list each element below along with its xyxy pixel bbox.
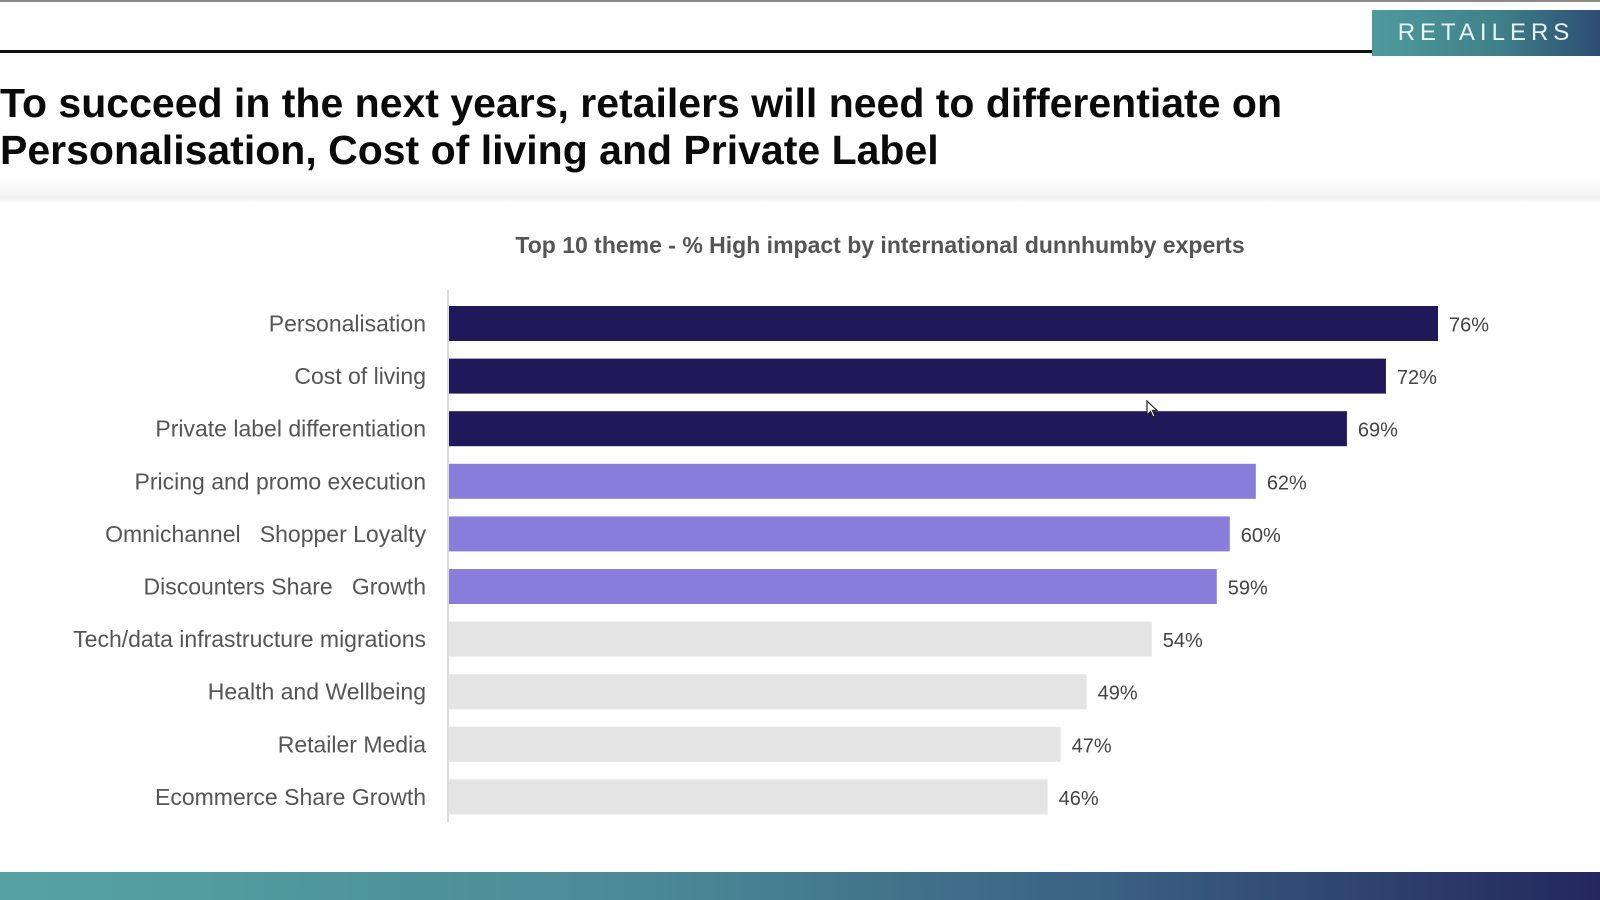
- data-label: 47%: [1072, 735, 1112, 757]
- category-label: Health and Wellbeing: [208, 679, 426, 705]
- bar-chart: Personalisation 76% Cost of living 72% Priva…: [73, 290, 1489, 822]
- category-label: Omnichannel Shopper Loyalty: [105, 521, 426, 547]
- bar: [449, 674, 1087, 710]
- data-label: 49%: [1098, 683, 1138, 705]
- bar: [449, 358, 1386, 394]
- data-label: 62%: [1267, 472, 1307, 494]
- category-label: Ecommerce Share Growth: [155, 784, 426, 810]
- data-label: 46%: [1059, 788, 1099, 810]
- category-label: Private label differentiation: [155, 416, 426, 442]
- bar: [449, 516, 1230, 552]
- category-label: Discounters Share Growth: [143, 574, 426, 600]
- top-rule: [0, 0, 1600, 2]
- bar: [449, 726, 1061, 762]
- category-label: Personalisation: [269, 311, 426, 337]
- data-label: 54%: [1163, 630, 1203, 652]
- category-label: Tech/data infrastructure migrations: [73, 626, 426, 652]
- category-label: Retailer Media: [278, 731, 426, 757]
- page-title-line-1: To succeed in the next years, retailers …: [0, 80, 1282, 126]
- bar: [449, 411, 1347, 447]
- section-badge: RETAILERS: [1372, 10, 1600, 56]
- header-shadow: [0, 178, 1600, 202]
- bar: [449, 621, 1152, 657]
- bar: [449, 306, 1438, 341]
- data-label: 60%: [1241, 525, 1281, 547]
- header-divider: [0, 50, 1372, 53]
- bar: [449, 569, 1217, 604]
- category-label: Cost of living: [294, 363, 426, 389]
- data-label: 72%: [1397, 367, 1437, 389]
- footer-bar: [0, 872, 1600, 900]
- category-label: Pricing and promo execution: [135, 468, 427, 494]
- bar: [449, 779, 1048, 815]
- data-label: 69%: [1358, 420, 1398, 442]
- chart-title: Top 10 theme - % High impact by internat…: [515, 232, 1245, 258]
- page-title: To succeed in the next years, retailers …: [0, 80, 1560, 174]
- data-label: 59%: [1228, 578, 1268, 600]
- mouse-cursor-icon: [1146, 400, 1159, 418]
- data-label: 76%: [1449, 315, 1489, 337]
- bar: [449, 463, 1256, 499]
- page-title-line-2: Personalisation, Cost of living and Priv…: [0, 127, 939, 173]
